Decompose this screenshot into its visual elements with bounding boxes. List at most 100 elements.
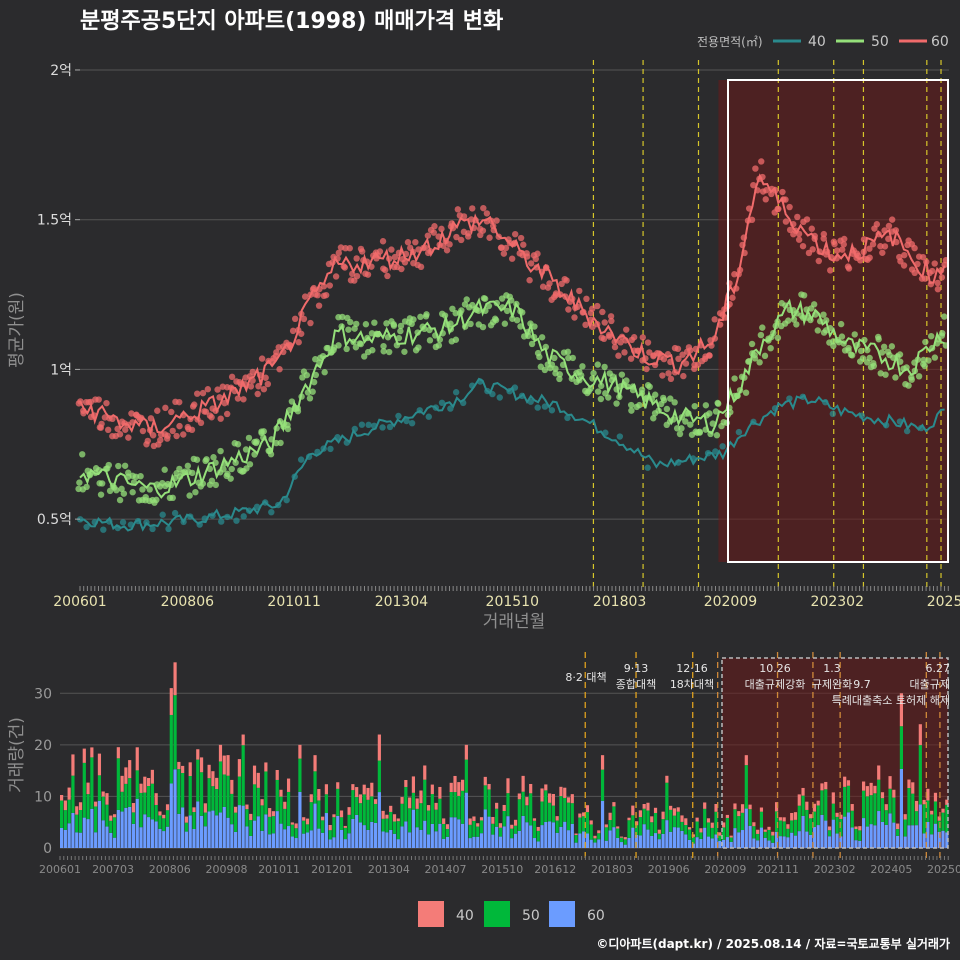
bar-segment-40: [226, 755, 230, 776]
bar-segment-50: [635, 825, 639, 835]
scatter-point-50: [217, 447, 224, 455]
bar-segment-60: [536, 841, 540, 848]
bar-segment-40: [722, 822, 726, 828]
bar-segment-60: [279, 823, 283, 848]
bar-segment-60: [737, 832, 741, 848]
annotation-9-13-b: 종합대책: [616, 678, 656, 691]
bar-segment-60: [408, 832, 412, 848]
bar-segment-40: [241, 734, 245, 746]
bar-segment-60: [400, 826, 404, 848]
scatter-point-60: [147, 415, 155, 422]
bar-segment-40: [498, 823, 503, 828]
bar-segment-50: [672, 815, 677, 828]
scatter-point-60: [197, 419, 205, 427]
scatter-point-50: [896, 351, 904, 358]
scatter-point-50: [202, 457, 209, 465]
bar-segment-60: [672, 827, 677, 848]
scatter-point-50: [847, 351, 855, 358]
scatter-point-60: [685, 344, 693, 351]
bar-segment-40: [665, 775, 669, 783]
top-x-tick-label: 201304: [375, 594, 429, 610]
bar-segment-40: [90, 747, 94, 758]
bar-segment-60: [222, 806, 226, 848]
bar-segment-60: [722, 839, 726, 848]
annotation-12-16-b: 18차대책: [670, 678, 714, 691]
bar-segment-60: [63, 829, 67, 848]
bar-segment-40: [211, 771, 215, 787]
scatter-point-50: [121, 462, 129, 469]
scatter-point-60: [214, 386, 221, 393]
bar-segment-40: [540, 788, 544, 802]
scatter-point-50: [569, 354, 577, 362]
scatter-point-60: [644, 339, 652, 346]
bar-segment-40: [510, 824, 514, 829]
scatter-point-50: [820, 311, 827, 318]
top-x-minor-ticks: [79, 586, 949, 591]
bar-segment-50: [275, 779, 279, 812]
bar-segment-50: [790, 820, 794, 833]
bar-segment-60: [184, 831, 189, 848]
bar-segment-40: [260, 799, 264, 806]
bar-segment-60: [60, 827, 64, 848]
bar-segment-40: [752, 822, 756, 827]
bar-segment-60: [880, 821, 885, 848]
scatter-point-50: [594, 361, 601, 368]
bar-segment-40: [748, 804, 752, 810]
top-x-tick-label: 200806: [161, 594, 215, 610]
scatter-point-60: [820, 230, 828, 238]
bar-segment-60: [805, 831, 809, 848]
scatter-point-40: [541, 403, 549, 410]
annotation-10-26: 10.26: [759, 662, 791, 675]
scatter-point-60: [424, 232, 432, 239]
bottom-legend-label-60: 60: [587, 908, 605, 924]
bottom-x-tick-label: 20250: [927, 863, 960, 876]
bar-segment-50: [945, 804, 949, 833]
scatter-point-50: [785, 317, 792, 324]
scatter-point-60: [667, 375, 675, 383]
scatter-point-50: [800, 292, 808, 299]
bar-segment-60: [457, 819, 461, 848]
bar-segment-60: [839, 836, 843, 848]
bar-segment-60: [756, 840, 760, 848]
bar-segment-40: [147, 778, 151, 787]
bar-segment-50: [608, 820, 612, 831]
bar-segment-60: [71, 812, 75, 848]
bar-segment-50: [63, 810, 67, 830]
scatter-point-60: [838, 246, 846, 253]
scatter-point-60: [921, 275, 929, 282]
bar-segment-60: [706, 836, 711, 848]
bar-segment-50: [245, 809, 249, 827]
scatter-point-50: [352, 344, 360, 351]
bar-segment-40: [97, 753, 102, 776]
bar-segment-50: [861, 790, 866, 819]
bar-segment-50: [131, 812, 136, 824]
bar-segment-40: [582, 812, 586, 817]
bar-segment-50: [67, 799, 71, 824]
bottom-x-tick-label: 202405: [870, 863, 912, 876]
scatter-point-50: [319, 352, 327, 360]
scatter-point-60: [289, 327, 297, 335]
scatter-point-60: [322, 291, 330, 299]
scatter-point-50: [851, 331, 858, 338]
bar-segment-60: [680, 830, 684, 848]
bar-segment-40: [317, 789, 321, 801]
bar-segment-60: [563, 821, 567, 848]
bar-segment-50: [733, 809, 737, 829]
scatter-point-60: [706, 352, 713, 359]
bar-segment-40: [207, 764, 211, 779]
scatter-point-60: [582, 321, 589, 329]
bar-segment-60: [218, 812, 223, 848]
scatter-point-60: [558, 280, 565, 288]
scatter-point-60: [748, 216, 756, 224]
bar-segment-50: [805, 809, 809, 832]
bar-segment-40: [744, 755, 748, 766]
scatter-point-60: [879, 249, 886, 256]
scatter-point-60: [674, 345, 682, 353]
scatter-point-50: [663, 405, 671, 413]
bar-segment-60: [653, 833, 658, 848]
scatter-point-50: [401, 348, 408, 355]
bar-segment-50: [124, 783, 128, 808]
scatter-point-60: [841, 235, 848, 243]
scatter-point-50: [915, 373, 923, 380]
bar-segment-50: [695, 821, 699, 838]
